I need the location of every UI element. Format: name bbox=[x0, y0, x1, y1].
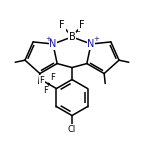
Text: N: N bbox=[49, 39, 57, 49]
Text: F: F bbox=[59, 20, 65, 30]
Text: +: + bbox=[93, 36, 99, 42]
Text: N: N bbox=[87, 39, 95, 49]
Text: Cl: Cl bbox=[68, 125, 76, 134]
Text: F: F bbox=[79, 20, 85, 30]
Text: F: F bbox=[43, 86, 48, 95]
Text: +: + bbox=[45, 36, 51, 42]
Text: −: − bbox=[74, 29, 80, 35]
Text: B: B bbox=[69, 32, 75, 42]
Text: F: F bbox=[50, 73, 55, 83]
Text: F: F bbox=[39, 76, 44, 85]
